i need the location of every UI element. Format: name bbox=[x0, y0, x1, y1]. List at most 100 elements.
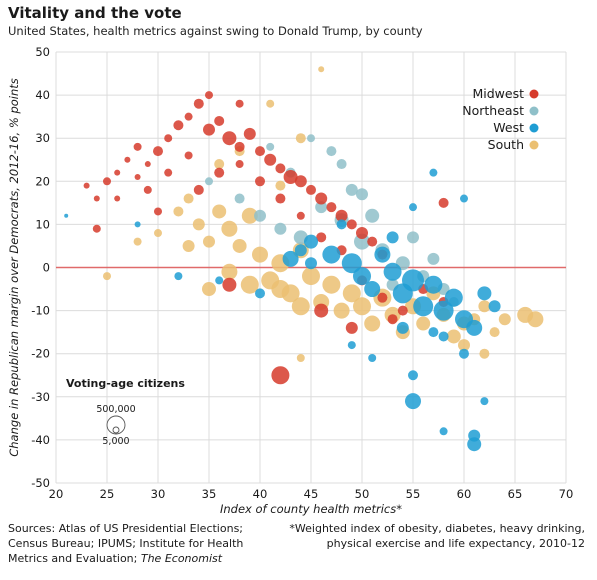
data-point-midwest bbox=[103, 177, 111, 186]
scatter-chart: -50 -40 -30 -20 -10 0 10 20 30 40 50 20 25 30 35 40 45 50… bbox=[7, 45, 574, 516]
data-point-south bbox=[133, 237, 142, 246]
size-legend-small-circle bbox=[112, 426, 120, 434]
data-point-midwest bbox=[93, 195, 100, 202]
footnote-line-1: *Weighted index of obesity, diabetes, he… bbox=[289, 522, 585, 535]
data-point-midwest bbox=[271, 366, 290, 385]
x-tick-label: 65 bbox=[508, 487, 523, 501]
data-point-south bbox=[221, 263, 238, 280]
data-point-midwest bbox=[214, 115, 225, 126]
data-point-west bbox=[386, 231, 399, 244]
data-point-northeast bbox=[274, 222, 287, 235]
data-point-midwest bbox=[283, 169, 298, 184]
y-tick-label: 40 bbox=[35, 88, 50, 102]
data-point-west bbox=[347, 341, 356, 350]
x-tick-label: 25 bbox=[100, 487, 115, 501]
sources-line-1: Sources: Atlas of US Presidential Electi… bbox=[8, 522, 244, 535]
data-point-midwest bbox=[345, 321, 358, 334]
data-point-west bbox=[433, 300, 454, 321]
data-point-west bbox=[336, 219, 347, 230]
data-point-midwest bbox=[275, 163, 286, 174]
data-point-west bbox=[322, 245, 341, 264]
data-point-west bbox=[341, 253, 362, 274]
data-point-midwest bbox=[173, 120, 184, 131]
data-point-south bbox=[295, 133, 306, 144]
data-point-south bbox=[478, 300, 491, 313]
data-point-west bbox=[409, 203, 417, 212]
x-tick-label: 70 bbox=[559, 487, 574, 501]
x-tick-label: 50 bbox=[355, 487, 370, 501]
size-legend: Voting-age citizens 500,000 5,000 bbox=[66, 377, 185, 447]
data-point-midwest bbox=[296, 211, 305, 220]
y-tick-label: -50 bbox=[31, 476, 50, 490]
data-point-midwest bbox=[193, 184, 204, 195]
data-point-south bbox=[154, 229, 162, 238]
data-point-midwest bbox=[184, 151, 193, 160]
data-point-south bbox=[252, 246, 268, 263]
data-point-west bbox=[428, 327, 439, 338]
data-point-south bbox=[291, 297, 310, 316]
data-point-west bbox=[480, 397, 489, 406]
data-point-midwest bbox=[306, 184, 316, 195]
data-point-south bbox=[446, 329, 461, 344]
data-point-west bbox=[368, 354, 377, 363]
data-point-south bbox=[202, 282, 216, 297]
data-point-midwest bbox=[294, 175, 307, 188]
data-point-south bbox=[416, 316, 431, 331]
legend-marker-northeast bbox=[529, 106, 539, 116]
data-point-west bbox=[460, 194, 468, 203]
data-point-west bbox=[468, 429, 481, 442]
data-point-west bbox=[413, 296, 434, 317]
data-point-midwest bbox=[367, 236, 378, 247]
data-point-midwest bbox=[397, 305, 408, 316]
data-point-northeast bbox=[266, 142, 275, 151]
y-tick-label: -20 bbox=[31, 347, 50, 361]
data-point-midwest bbox=[314, 303, 329, 318]
data-point-west bbox=[402, 269, 424, 292]
data-point-south bbox=[333, 302, 350, 319]
data-point-west bbox=[424, 275, 443, 294]
x-tick-label: 30 bbox=[151, 487, 166, 501]
sources-left: Sources: Atlas of US Presidential Electi… bbox=[8, 521, 298, 566]
x-tick-label: 55 bbox=[406, 487, 421, 501]
data-point-midwest bbox=[235, 99, 244, 108]
legend-marker-midwest bbox=[529, 89, 539, 99]
data-point-south bbox=[302, 267, 320, 286]
data-point-west bbox=[467, 437, 482, 452]
data-point-midwest bbox=[164, 134, 173, 143]
data-point-west bbox=[429, 168, 438, 177]
footnote: *Weighted index of obesity, diabetes, he… bbox=[285, 521, 585, 551]
data-point-south bbox=[183, 193, 194, 204]
data-point-south bbox=[271, 280, 290, 299]
data-point-west bbox=[439, 427, 448, 436]
data-point-west bbox=[353, 267, 371, 286]
y-tick-label: -30 bbox=[31, 390, 50, 404]
data-point-midwest bbox=[222, 131, 237, 146]
legend-label-northeast: Northeast bbox=[462, 103, 524, 118]
data-point-west bbox=[64, 213, 69, 218]
chart-subtitle: United States, health metrics against sw… bbox=[8, 24, 423, 38]
data-point-midwest bbox=[134, 173, 141, 180]
data-point-midwest bbox=[255, 176, 265, 187]
data-point-midwest bbox=[235, 160, 244, 169]
data-point-midwest bbox=[316, 232, 327, 243]
sources-line-2: Census Bureau; IPUMS; Institute for Heal… bbox=[8, 537, 244, 550]
data-point-midwest bbox=[184, 112, 193, 121]
data-point-south bbox=[479, 348, 490, 359]
data-point-south bbox=[214, 159, 225, 170]
data-point-west bbox=[466, 319, 483, 336]
data-point-midwest bbox=[193, 98, 204, 109]
data-point-northeast bbox=[354, 233, 370, 250]
legend-label-midwest: Midwest bbox=[472, 86, 524, 101]
data-point-midwest bbox=[114, 169, 121, 176]
data-point-south bbox=[322, 275, 341, 294]
data-point-south bbox=[103, 272, 111, 281]
data-point-midwest bbox=[275, 193, 286, 204]
data-point-midwest bbox=[356, 227, 368, 240]
data-point-south bbox=[342, 284, 361, 303]
data-point-west bbox=[396, 321, 409, 334]
data-point-midwest bbox=[243, 127, 256, 140]
data-point-midwest bbox=[326, 202, 337, 213]
data-point-west bbox=[255, 288, 265, 299]
data-point-south bbox=[275, 180, 286, 191]
x-tick-label: 20 bbox=[49, 487, 64, 501]
